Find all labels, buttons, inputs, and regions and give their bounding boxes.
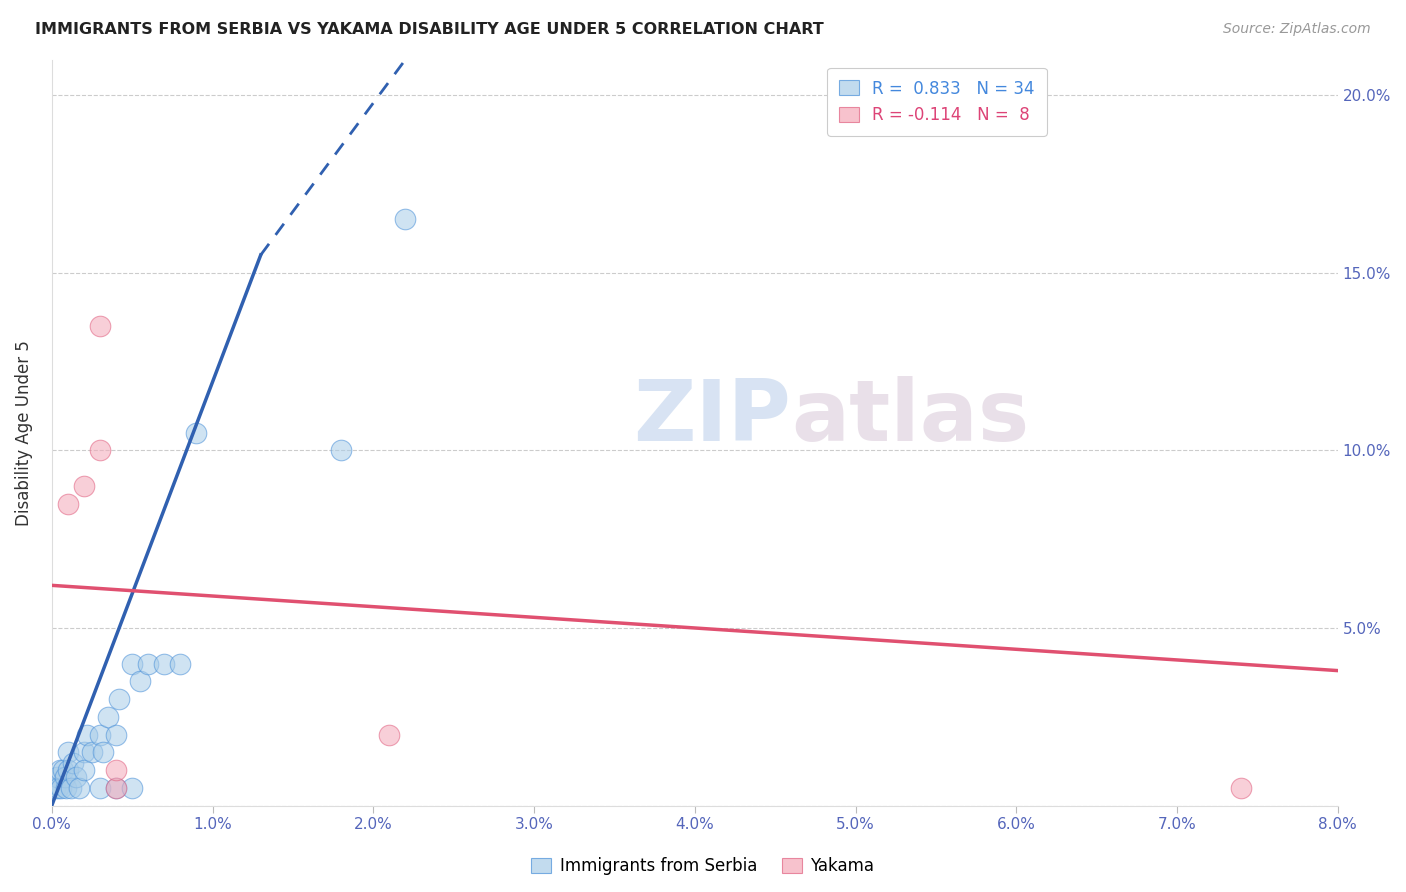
Point [73, 745, 96, 759]
Point [89, 443, 111, 458]
Point [108, 692, 131, 706]
Point [89, 780, 111, 795]
Point [136, 657, 159, 671]
Point [73, 479, 96, 493]
Point [97, 710, 120, 724]
Point [105, 763, 128, 777]
Text: ZIP: ZIP [634, 376, 792, 459]
Point [55, 780, 77, 795]
Point [121, 780, 143, 795]
Point [186, 425, 208, 440]
Point [378, 727, 401, 741]
Point [46, 780, 69, 795]
Point [91, 745, 114, 759]
Point [56, 763, 79, 777]
Text: IMMIGRANTS FROM SERBIA VS YAKAMA DISABILITY AGE UNDER 5 CORRELATION CHART: IMMIGRANTS FROM SERBIA VS YAKAMA DISABIL… [35, 22, 824, 37]
Point [105, 780, 128, 795]
Point [53, 770, 76, 784]
Point [105, 727, 128, 741]
Point [129, 674, 152, 689]
Point [44, 780, 66, 795]
Text: atlas: atlas [792, 376, 1029, 459]
Point [105, 780, 128, 795]
Point [169, 657, 191, 671]
Legend: R =  0.833   N = 34, R = -0.114   N =  8: R = 0.833 N = 34, R = -0.114 N = 8 [827, 68, 1046, 136]
Point [89, 727, 111, 741]
Point [76, 727, 98, 741]
Point [89, 319, 111, 334]
Legend: Immigrants from Serbia, Yakama: Immigrants from Serbia, Yakama [523, 849, 883, 884]
Point [56, 745, 79, 759]
Point [330, 443, 353, 458]
Point [65, 770, 87, 784]
Point [60, 780, 83, 795]
Point [52, 763, 75, 777]
Point [51, 780, 73, 795]
Point [62, 756, 84, 770]
Point [80, 745, 103, 759]
Point [1230, 780, 1253, 795]
Point [67, 780, 90, 795]
Point [394, 212, 416, 227]
Y-axis label: Disability Age Under 5: Disability Age Under 5 [15, 340, 32, 525]
Text: Source: ZipAtlas.com: Source: ZipAtlas.com [1223, 22, 1371, 37]
Point [56, 497, 79, 511]
Point [121, 657, 143, 671]
Point [45, 770, 67, 784]
Point [49, 763, 72, 777]
Point [153, 657, 176, 671]
Point [73, 763, 96, 777]
